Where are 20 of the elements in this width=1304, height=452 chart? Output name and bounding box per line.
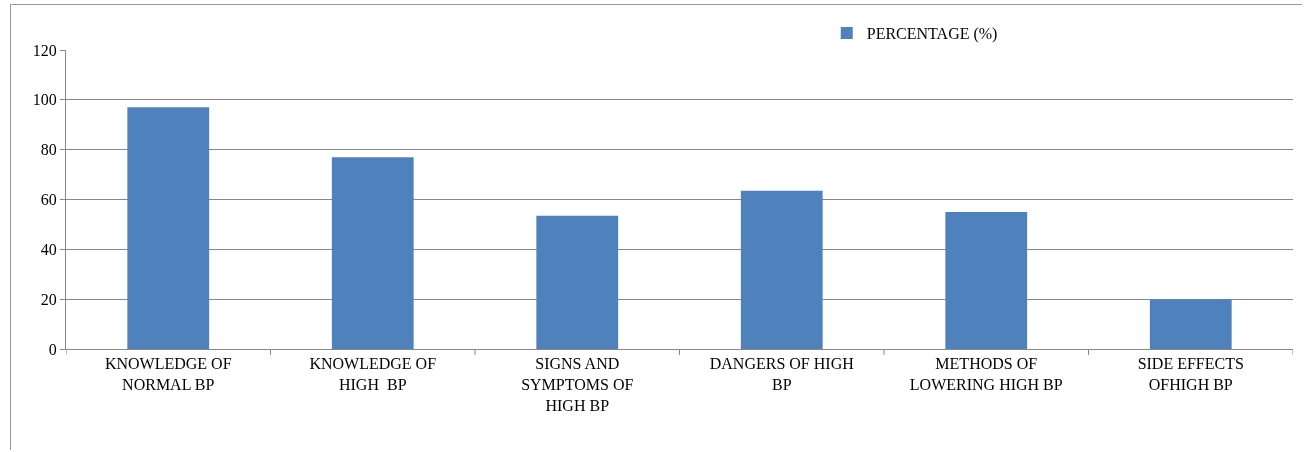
y-tick-label: 20 bbox=[40, 290, 57, 308]
bar bbox=[945, 211, 1028, 349]
y-tick-label: 120 bbox=[32, 41, 57, 59]
bar bbox=[536, 215, 619, 349]
x-tick-label: KNOWLEDGE OF NORMAL BP bbox=[104, 355, 232, 393]
bar bbox=[1149, 299, 1232, 349]
y-tick-label: 40 bbox=[40, 240, 57, 258]
y-tick-label: 100 bbox=[32, 91, 57, 109]
x-tick-label: KNOWLEDGE OF HIGH BP bbox=[309, 355, 437, 393]
bar bbox=[740, 190, 823, 349]
x-tick-label: METHODS OF LOWERING HIGH BP bbox=[909, 355, 1063, 393]
bar bbox=[331, 157, 414, 349]
y-tick-label: 0 bbox=[48, 340, 57, 358]
bar bbox=[127, 107, 210, 349]
x-tick-label: DANGERS OF HIGH BP bbox=[709, 355, 855, 393]
x-tick-label: SIDE EFFECTS OFHIGH BP bbox=[1137, 355, 1244, 393]
y-tick-label: 80 bbox=[40, 141, 57, 159]
legend-label: PERCENTAGE (%) bbox=[866, 25, 998, 44]
y-tick-label: 60 bbox=[40, 191, 57, 209]
x-tick-label: SIGNS AND SYMPTOMS OF HIGH BP bbox=[521, 355, 634, 414]
